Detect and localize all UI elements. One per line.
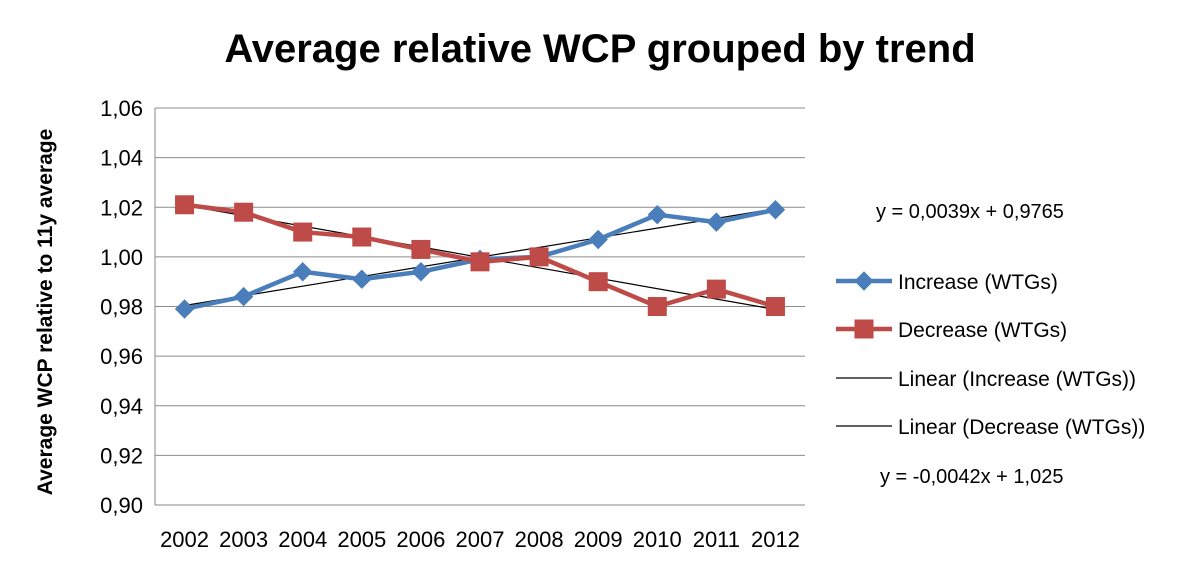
x-tick-label: 2010 [633,527,682,552]
data-point [529,247,549,267]
y-tick-label: 0,94 [100,394,143,419]
y-tick-label: 1,06 [100,96,143,121]
y-tick-label: 0,90 [100,493,143,518]
x-tick-label: 2006 [396,527,445,552]
data-point [470,252,490,272]
legend-label: Increase (WTGs) [898,271,1058,294]
data-point [706,212,727,232]
y-tick-label: 0,98 [100,295,143,320]
data-point [175,195,195,215]
data-point [293,222,313,242]
gridlines [154,107,805,506]
trendline-equation-increase: y = 0,0039x + 0,9765 [876,201,1064,223]
x-tick-label: 2012 [751,527,800,552]
legend-marker [854,319,874,339]
y-tick-label: 0,96 [100,344,143,369]
y-tick-label: 1,02 [100,195,143,220]
legend-item: Increase (WTGs) [836,271,1058,294]
data-point [411,262,431,282]
y-tick-label: 0,92 [100,443,143,468]
legend-label: Linear (Increase (WTGs)) [898,368,1136,391]
x-tick-label: 2011 [693,527,740,552]
legend-item: Linear (Increase (WTGs)) [836,368,1136,391]
y-tick-label: 1,00 [100,245,143,270]
x-tick-label: 2008 [515,527,564,552]
data-point [174,299,195,319]
data-point [647,297,667,316]
y-tick-label: 1,04 [100,146,143,171]
data-point [352,227,372,247]
data-point [411,239,431,259]
data-point [647,204,667,225]
data-point [765,200,786,220]
data-point [706,279,726,299]
legend-label: Linear (Decrease (WTGs)) [898,416,1145,439]
data-point [352,269,372,289]
legend-item: Decrease (WTGs) [836,319,1067,342]
data-point [234,202,254,222]
x-tick-label: 2004 [278,527,327,552]
data-point [293,262,313,282]
y-axis-tick-labels: 0,90 0,92 0,94 0,96 0,98 1,00 1,02 1,04 1,06 [100,96,143,518]
chart-title: Average relative WCP grouped by trend [224,27,975,71]
data-point [233,286,254,307]
x-tick-label: 2003 [219,527,268,552]
x-tick-label: 2007 [456,527,505,552]
legend-marker [854,271,874,291]
legend-label: Decrease (WTGs) [898,319,1067,342]
x-axis-tick-labels: 2002 2003 2004 2005 2006 2007 2008 2009 2010 2011… [160,527,800,552]
trendline-equation-decrease: y = -0,0042x + 1,025 [880,466,1063,488]
data-point [588,229,608,250]
data-point [765,297,785,316]
legend: Increase (WTGs) Decrease (WTGs) Linear (In… [836,271,1145,439]
x-tick-label: 2009 [574,527,623,552]
series-group [174,195,786,319]
y-axis-label: Average WCP relative to 11y average [34,129,57,496]
x-tick-label: 2005 [337,527,386,552]
data-point [588,272,608,292]
series-decrease [175,195,785,316]
x-tick-label: 2002 [160,527,209,552]
legend-item: Linear (Decrease (WTGs)) [836,416,1145,439]
